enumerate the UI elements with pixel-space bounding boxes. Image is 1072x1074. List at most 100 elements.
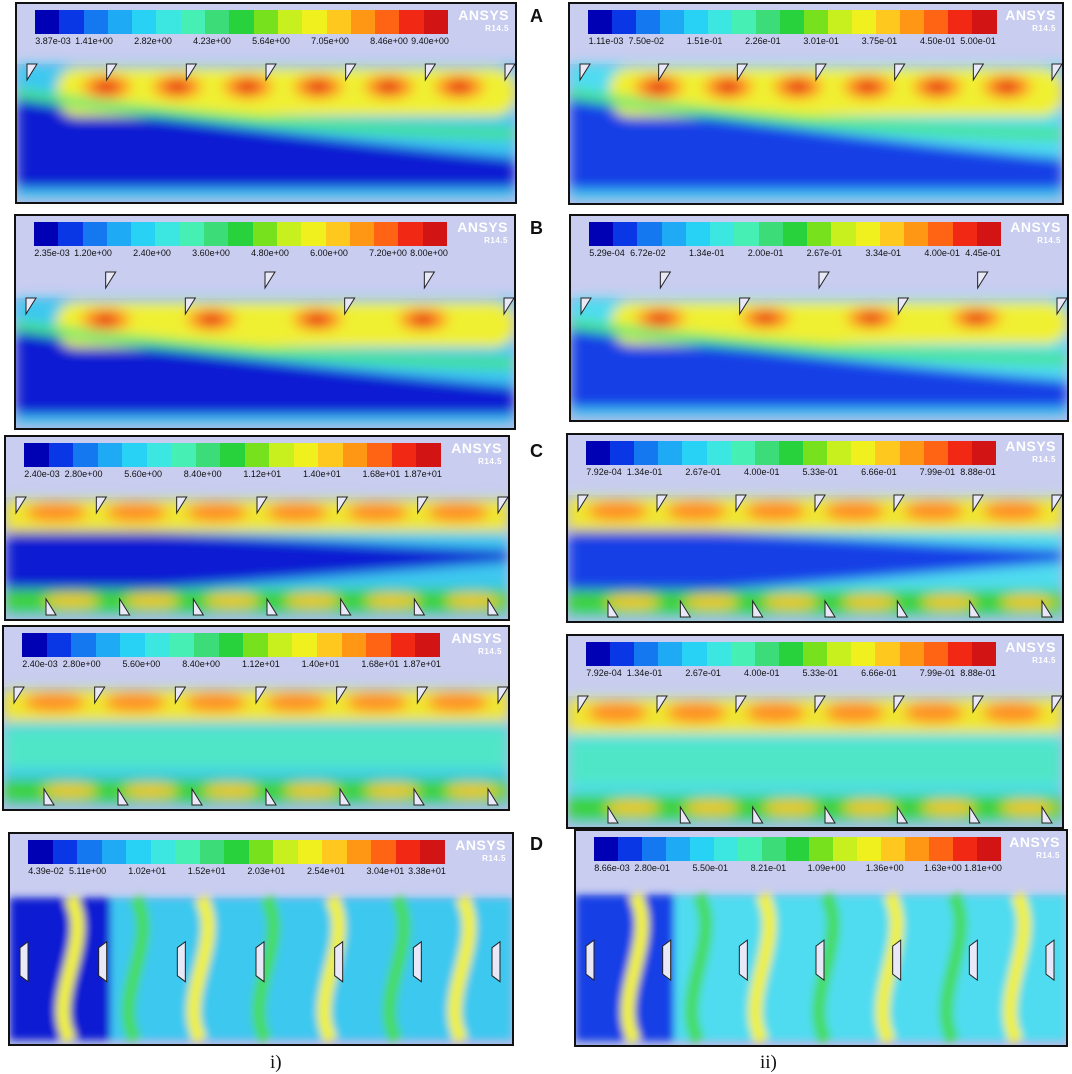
baffle: [265, 63, 277, 82]
colorbar-tick-label: 1.09e+00: [807, 863, 846, 873]
colorbar-swatch: [756, 10, 781, 34]
baffle: [184, 297, 197, 316]
colorbar: [588, 10, 997, 38]
colorbar-swatch: [228, 222, 254, 246]
colorbar-swatch: [658, 642, 683, 666]
colorbar-tick-label: 8.21e-01: [750, 863, 787, 873]
colorbar-swatch: [689, 837, 715, 861]
colorbar-swatch: [318, 443, 344, 467]
baffle: [264, 271, 276, 290]
colorbar-tick-label: 1.63e+00: [923, 863, 962, 873]
colorbar-tick-label: 1.87e+01: [404, 469, 442, 479]
contour-field: [568, 636, 1062, 824]
colorbar-swatch: [929, 837, 954, 861]
colorbar-swatch: [923, 642, 949, 666]
colorbar-tick-label: 3.38e+01: [408, 866, 446, 876]
colorbar-tick-label: 5.29e-04: [589, 248, 625, 258]
colorbar-swatch: [875, 642, 901, 666]
colorbar-tick-label: 5.64e+00: [252, 36, 290, 46]
colorbar-swatch: [612, 10, 637, 34]
colorbar-swatch: [684, 10, 709, 34]
colorbar-swatch: [423, 10, 449, 34]
baffle: [503, 297, 514, 316]
colorbar-swatch: [252, 222, 278, 246]
colorbar-tick-labels: 8.66e-03 2.80e-01 5.50e-01 8.21e-01 1.09e+00…: [594, 863, 1002, 875]
baffle: [735, 494, 747, 513]
ansys-logo-name: ANSYS: [451, 440, 502, 456]
colorbar-swatch: [297, 840, 323, 864]
colorbar-swatch: [171, 443, 197, 467]
baffle: [736, 63, 749, 82]
baffle: [340, 597, 352, 616]
colorbar-tick-label: 4.00e-01: [743, 668, 780, 678]
colorbar-swatch: [122, 443, 148, 467]
colorbar-swatch: [713, 837, 739, 861]
baffle: [969, 599, 981, 618]
ansys-logo-name: ANSYS: [1005, 7, 1056, 23]
colorbar-tick-label: 7.92e-04: [586, 668, 622, 678]
colorbar-tick-labels: 2.40e-03 2.80e+00 5.60e+00 8.40e+00 1.12e+01…: [24, 469, 442, 481]
colorbar-swatch: [730, 642, 756, 666]
colorbar-tick-label: 2.67e-01: [806, 248, 843, 258]
colorbar-swatch: [778, 642, 804, 666]
colorbar-tick-label: 1.36e+00: [865, 863, 904, 873]
ansys-logo-name: ANSYS: [457, 219, 508, 235]
colorbar-swatch: [277, 10, 303, 34]
colorbar-swatch: [95, 633, 121, 657]
colorbar-tick-label: 6.66e-01: [861, 467, 897, 477]
ansys-logo: ANSYS R14.5: [455, 838, 506, 865]
colorbar-swatch: [349, 222, 375, 246]
colorbar-tick-label: 3.04e+01: [366, 866, 405, 876]
colorbar-swatch: [972, 10, 997, 34]
baffle: [26, 63, 38, 82]
colorbar: [589, 222, 1002, 250]
colorbar-swatch: [782, 222, 808, 246]
baffle: [174, 686, 187, 705]
colorbar-swatch: [851, 441, 876, 465]
colorbar-swatch: [97, 443, 123, 467]
baffle: [1041, 599, 1053, 618]
colorbar-tick-label: 1.40e+01: [301, 659, 340, 669]
baffle: [336, 686, 348, 705]
contour-field: [571, 216, 1067, 416]
colorbar-swatch: [732, 10, 757, 34]
contour-panel-c1-ii: 7.92e-04 1.34e-01 2.67e-01 4.00e-01 5.33e-01…: [566, 433, 1064, 623]
colorbar-tick-label: 1.40e+01: [302, 469, 341, 479]
colorbar-tick-label: 8.00e+00: [410, 248, 448, 258]
ansys-logo-version: R14.5: [482, 854, 506, 863]
colorbar-swatch: [803, 642, 828, 666]
colorbar-tick-label: 2.40e-03: [24, 469, 60, 479]
colorbar-swatch: [248, 840, 274, 864]
colorbar-tick-label: 5.60e+00: [122, 659, 161, 669]
colorbar-swatch: [346, 840, 372, 864]
baffle: [1051, 695, 1062, 714]
colorbar-swatch: [374, 222, 399, 246]
colorbar-swatch: [804, 10, 829, 34]
colorbar-tick-label: 2.67e-01: [685, 668, 721, 678]
colorbar-swatch: [35, 10, 60, 34]
colorbar-swatch: [24, 443, 50, 467]
colorbar-swatch: [761, 837, 787, 861]
colorbar-swatch: [706, 642, 732, 666]
colorbar-swatch: [292, 633, 318, 657]
colorbar-swatch: [831, 222, 857, 246]
colorbar-swatch: [827, 441, 852, 465]
colorbar-tick-label: 6.66e-01: [861, 668, 897, 678]
colorbar-tick-label: 8.66e-03: [594, 863, 630, 873]
colorbar-swatch: [46, 633, 72, 657]
colorbar-swatch: [132, 10, 157, 34]
colorbar-swatch: [803, 441, 828, 465]
colorbar-swatch: [59, 10, 85, 34]
colorbar-tick-label: 7.20e+00: [369, 248, 407, 258]
baffle: [607, 599, 619, 618]
colorbar-swatch: [589, 222, 614, 246]
colorbar-swatch: [754, 441, 780, 465]
baffle: [504, 63, 515, 82]
baffle: [1045, 939, 1055, 982]
ansys-logo: ANSYS R14.5: [458, 8, 509, 35]
colorbar-tick-label: 7.99e-01: [919, 467, 956, 477]
colorbar: [34, 222, 448, 250]
ansys-logo: ANSYS R14.5: [451, 631, 502, 658]
colorbar-tick-label: 4.80e+00: [251, 248, 289, 258]
colorbar-swatch: [706, 441, 732, 465]
